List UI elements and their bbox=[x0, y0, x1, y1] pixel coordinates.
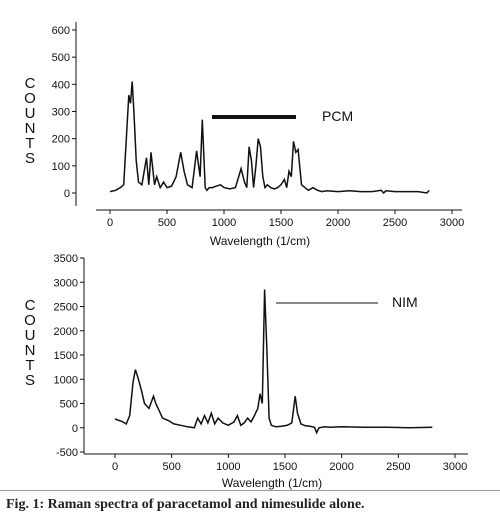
x-tick-label: 3000 bbox=[443, 461, 467, 473]
y-axis-label-letter: U bbox=[25, 327, 36, 344]
x-tick-label: 2000 bbox=[329, 461, 353, 473]
x-tick-label: 1500 bbox=[269, 217, 293, 229]
x-ticks-nim: 0 500 1000 1500 2000 2500 3000 bbox=[112, 454, 467, 473]
x-tick-label: 1000 bbox=[212, 217, 236, 229]
y-tick-label: 100 bbox=[52, 161, 70, 173]
x-tick-label: 2500 bbox=[386, 461, 410, 473]
y-tick-label: 1000 bbox=[54, 374, 78, 386]
y-tick-label: 200 bbox=[52, 134, 70, 146]
x-tick-label: 2500 bbox=[383, 217, 407, 229]
y-axis-label-letter: S bbox=[25, 372, 35, 389]
y-axis-label-letter: C bbox=[25, 75, 36, 92]
caption-divider bbox=[0, 490, 500, 491]
y-ticks-pcm: 0 100 200 300 400 500 600 bbox=[52, 25, 76, 200]
y-tick-label: 0 bbox=[64, 188, 70, 200]
chart-nim: -500 0 500 1000 1500 2000 2500 3000 3500 0 500 100… bbox=[24, 253, 468, 490]
y-tick-label: 500 bbox=[60, 399, 78, 411]
y-tick-label: 2500 bbox=[54, 302, 78, 314]
y-tick-label: 500 bbox=[52, 52, 70, 64]
x-axis-label-pcm: Wavelength (1/cm) bbox=[210, 234, 310, 248]
series-line-nim bbox=[114, 289, 433, 435]
legend-label-nim: NIM bbox=[392, 294, 418, 310]
chart-pcm: 0 100 200 300 400 500 600 0 500 1000 1500 2000 2500… bbox=[24, 22, 464, 248]
y-tick-label: 300 bbox=[52, 107, 70, 119]
y-tick-label: 600 bbox=[52, 25, 70, 37]
y-axis-label-letter: O bbox=[24, 312, 36, 329]
y-axis-label-letter: T bbox=[25, 357, 34, 374]
y-axis-label-letter: O bbox=[24, 90, 36, 107]
x-tick-label: 500 bbox=[162, 461, 180, 473]
legend-label-pcm: PCM bbox=[322, 108, 353, 124]
y-tick-label: 3500 bbox=[54, 253, 78, 265]
y-axis-label-letter: N bbox=[25, 342, 36, 359]
y-tick-label: 400 bbox=[52, 79, 70, 91]
y-axis-label-letter: N bbox=[25, 120, 36, 137]
x-tick-label: 500 bbox=[158, 217, 176, 229]
series-line-pcm bbox=[109, 81, 430, 195]
y-axis-label-letter: S bbox=[25, 150, 35, 167]
y-tick-label: -500 bbox=[56, 447, 78, 459]
x-tick-label: 3000 bbox=[440, 217, 464, 229]
x-tick-label: 0 bbox=[107, 217, 113, 229]
x-tick-label: 2000 bbox=[326, 217, 350, 229]
x-ticks-pcm: 0 500 1000 1500 2000 2500 3000 bbox=[107, 210, 464, 229]
y-tick-label: 0 bbox=[72, 423, 78, 435]
y-tick-label: 2000 bbox=[54, 326, 78, 338]
y-axis-label-letter: C bbox=[25, 297, 36, 314]
x-axis-label-nim: Wavelength (1/cm) bbox=[222, 476, 322, 490]
x-tick-label: 0 bbox=[112, 461, 118, 473]
x-tick-label: 1500 bbox=[273, 461, 297, 473]
x-tick-label: 1000 bbox=[216, 461, 240, 473]
y-tick-label: 1500 bbox=[54, 350, 78, 362]
figure: 0 100 200 300 400 500 600 0 500 1000 1500 2000 2500… bbox=[24, 22, 468, 490]
y-tick-label: 3000 bbox=[54, 277, 78, 289]
figure-caption: Fig. 1: Raman spectra of paracetamol and… bbox=[6, 497, 365, 512]
y-axis-label-letter: T bbox=[25, 135, 34, 152]
y-ticks-nim: -500 0 500 1000 1500 2000 2500 3000 3500 bbox=[54, 253, 84, 459]
y-axis-label-letter: U bbox=[25, 105, 36, 122]
